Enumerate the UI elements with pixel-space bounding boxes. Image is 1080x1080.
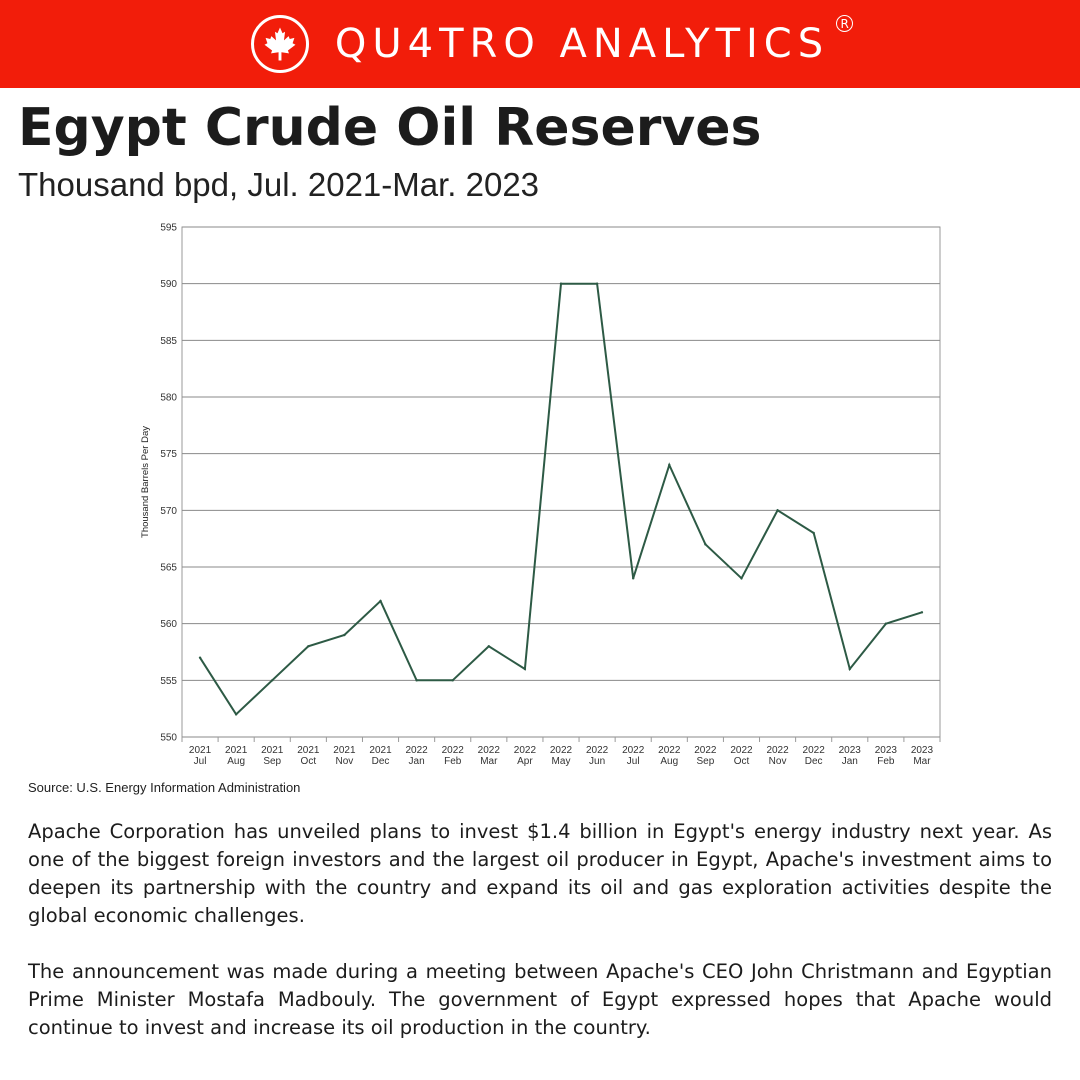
x-tick-month: Sep xyxy=(696,756,714,767)
x-tick-month: Jan xyxy=(842,756,858,767)
y-tick-label: 550 xyxy=(160,733,177,744)
x-tick-month: Apr xyxy=(517,756,533,767)
y-axis-label: Thousand Barrels Per Day xyxy=(140,426,151,538)
brand-name: QU4TRO ANALYTICS R xyxy=(334,15,854,67)
data-point xyxy=(595,282,599,285)
data-point xyxy=(920,611,924,614)
page-title: Egypt Crude Oil Reserves xyxy=(18,98,762,158)
x-tick-month: Nov xyxy=(336,756,354,767)
data-point xyxy=(451,679,454,682)
paragraph-1: Apache Corporation has unveiled plans to… xyxy=(28,820,1052,927)
plot-area xyxy=(181,226,941,738)
x-tick-year: 2022 xyxy=(803,745,826,756)
data-point xyxy=(848,667,851,671)
x-tick-year: 2021 xyxy=(225,745,248,756)
x-tick-month: Dec xyxy=(805,756,823,767)
data-point xyxy=(776,509,779,512)
y-tick-label: 565 xyxy=(160,563,177,574)
x-tick-year: 2022 xyxy=(550,745,573,756)
x-tick-year: 2021 xyxy=(261,745,284,756)
y-tick-label: 595 xyxy=(160,223,177,234)
data-point xyxy=(884,622,888,625)
x-tick-year: 2022 xyxy=(766,745,789,756)
x-tick-month: Mar xyxy=(913,756,931,767)
data-point xyxy=(740,577,743,580)
x-tick-month: Jul xyxy=(194,756,207,767)
x-tick-month: May xyxy=(552,756,571,767)
data-point xyxy=(343,633,346,637)
x-tick-month: Sep xyxy=(263,756,281,767)
y-tick-label: 575 xyxy=(160,449,177,460)
data-point xyxy=(559,282,563,285)
x-tick-year: 2023 xyxy=(911,745,934,756)
x-tick-year: 2021 xyxy=(189,745,212,756)
x-tick-month: Aug xyxy=(227,756,245,767)
x-tick-year: 2022 xyxy=(514,745,537,756)
data-point xyxy=(307,645,310,648)
x-tick-month: Feb xyxy=(877,756,895,767)
x-tick-year: 2022 xyxy=(442,745,465,756)
x-tick-month: Jan xyxy=(409,756,425,767)
x-tick-year: 2021 xyxy=(369,745,392,756)
y-tick-label: 560 xyxy=(160,619,177,630)
data-point xyxy=(271,679,274,682)
x-tick-month: Aug xyxy=(660,756,678,767)
x-tick-year: 2022 xyxy=(405,745,428,756)
x-tick-year: 2022 xyxy=(622,745,645,756)
x-tick-year: 2022 xyxy=(730,745,753,756)
x-tick-month: Feb xyxy=(444,756,462,767)
x-tick-year: 2023 xyxy=(839,745,862,756)
data-point xyxy=(704,543,707,546)
y-tick-label: 570 xyxy=(160,506,177,517)
data-point xyxy=(379,599,382,603)
x-tick-year: 2022 xyxy=(586,745,609,756)
data-point xyxy=(812,531,815,535)
x-tick-month: Jul xyxy=(627,756,640,767)
registered-mark: R xyxy=(836,15,854,32)
x-tick-month: Nov xyxy=(769,756,787,767)
data-point xyxy=(523,667,527,671)
x-tick-year: 2023 xyxy=(875,745,898,756)
data-point xyxy=(487,645,491,648)
x-tick-year: 2021 xyxy=(333,745,356,756)
x-tick-year: 2022 xyxy=(658,745,681,756)
data-point xyxy=(415,679,418,682)
data-point xyxy=(631,577,635,580)
x-tick-month: Jun xyxy=(589,756,605,767)
x-tick-month: Mar xyxy=(480,756,498,767)
x-tick-month: Oct xyxy=(734,756,750,767)
x-tick-month: Oct xyxy=(301,756,317,767)
data-point xyxy=(234,713,238,716)
data-point xyxy=(198,656,202,659)
y-tick-label: 580 xyxy=(160,393,177,404)
y-tick-label: 590 xyxy=(160,279,177,290)
y-tick-label: 555 xyxy=(160,676,177,687)
paragraph-2: The announcement was made during a meeti… xyxy=(28,960,1052,1039)
data-point xyxy=(668,463,671,467)
x-tick-year: 2022 xyxy=(478,745,501,756)
brand-text: QU4TRO ANALYTICS xyxy=(334,21,830,67)
x-tick-year: 2021 xyxy=(297,745,320,756)
header-banner: QU4TRO ANALYTICS R xyxy=(0,0,1080,88)
x-tick-month: Dec xyxy=(372,756,390,767)
x-tick-year: 2022 xyxy=(694,745,717,756)
line-chart: 550 555 560 565 570 575 580 585 590 595 Thousand B… xyxy=(140,223,941,767)
source-note: Source: U.S. Energy Information Administ… xyxy=(28,780,301,795)
maple-leaf-icon xyxy=(250,15,309,73)
page-subtitle: Thousand bpd, Jul. 2021-Mar. 2023 xyxy=(18,166,540,203)
y-tick-label: 585 xyxy=(160,336,177,347)
